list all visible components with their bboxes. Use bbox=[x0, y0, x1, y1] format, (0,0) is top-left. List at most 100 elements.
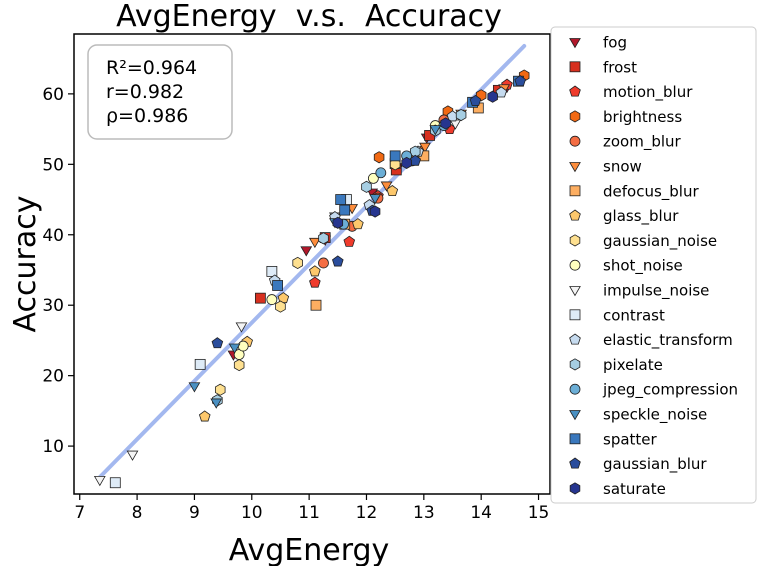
stats-box: R²=0.964 r=0.982 ρ=0.986 bbox=[87, 44, 233, 140]
x-tick-label: 8 bbox=[132, 503, 143, 523]
x-tick-label: 15 bbox=[528, 503, 550, 523]
data-point-impulse_noise bbox=[235, 322, 248, 333]
data-point-glass_blur bbox=[198, 410, 211, 422]
y-tick-label: 10 bbox=[42, 437, 64, 457]
data-point-gaussian_blur bbox=[409, 154, 422, 166]
data-point-shot_noise bbox=[266, 294, 278, 305]
data-point-gaussian_blur bbox=[514, 75, 526, 87]
plot-area bbox=[93, 43, 530, 489]
data-point-gaussian_blur bbox=[211, 337, 224, 349]
data-point-speckle_noise bbox=[429, 125, 442, 136]
data-point-frost bbox=[254, 292, 266, 304]
y-axis-ticks: 10 20 30 40 50 60 bbox=[42, 85, 74, 457]
legend-entry-saturate: saturate bbox=[569, 480, 666, 498]
data-point-impulse_noise bbox=[126, 450, 139, 461]
data-point-brightness bbox=[373, 151, 385, 164]
plot-frame bbox=[73, 33, 551, 495]
y-tick-label: 40 bbox=[42, 226, 64, 246]
data-point-gaussian_blur bbox=[469, 94, 482, 106]
legend-label-gaussian_blur: gaussian_blur bbox=[603, 455, 707, 474]
legend-marker-snow bbox=[569, 162, 581, 173]
data-point-gaussian_noise bbox=[214, 383, 226, 396]
legend-label-pixelate: pixelate bbox=[603, 356, 663, 374]
series-spatter bbox=[272, 75, 524, 291]
data-point-motion_blur bbox=[309, 276, 321, 288]
data-point-contrast bbox=[109, 477, 121, 489]
data-point-pixelate bbox=[318, 232, 329, 245]
y-tick-label: 20 bbox=[42, 367, 64, 387]
legend-entry-impulse_noise: impulse_noise bbox=[569, 282, 709, 301]
series-glass_blur bbox=[198, 184, 399, 422]
data-point-pixelate bbox=[361, 180, 372, 193]
data-point-jpeg_compression bbox=[375, 167, 387, 179]
data-point-glass_blur bbox=[309, 265, 321, 277]
data-point-snow bbox=[308, 237, 321, 249]
legend-entry-contrast: contrast bbox=[569, 306, 665, 324]
legend-entry-pixelate: pixelate bbox=[569, 356, 663, 374]
legend-marker-frost bbox=[569, 61, 581, 73]
legend-label-motion_blur: motion_blur bbox=[603, 83, 693, 102]
data-point-saturate bbox=[332, 216, 344, 229]
legend-entry-elastic_transform: elastic_transform bbox=[569, 331, 733, 350]
legend-entry-jpeg_compression: jpeg_compression bbox=[569, 381, 738, 400]
x-tick-label: 9 bbox=[189, 503, 200, 523]
data-point-spatter bbox=[389, 150, 401, 162]
legend-label-elastic_transform: elastic_transform bbox=[603, 331, 733, 350]
legend-entries: fog frost motion_blur brightness zoom_blursn… bbox=[569, 34, 738, 498]
legend-label-frost: frost bbox=[603, 58, 637, 76]
y-tick-label: 30 bbox=[42, 296, 64, 316]
data-point-glass_blur bbox=[352, 218, 364, 230]
data-point-defocus_blur bbox=[310, 299, 322, 311]
legend-entry-spatter: spatter bbox=[569, 430, 658, 448]
legend-label-glass_blur: glass_blur bbox=[603, 207, 679, 226]
data-point-saturate bbox=[369, 205, 381, 218]
x-tick-label: 11 bbox=[298, 503, 320, 523]
series-speckle_noise bbox=[188, 125, 442, 409]
legend-entry-brightness: brightness bbox=[569, 108, 682, 126]
legend-entry-speckle_noise: speckle_noise bbox=[569, 406, 707, 425]
legend-entry-snow: snow bbox=[569, 158, 642, 176]
legend-entry-glass_blur: glass_blur bbox=[569, 207, 679, 226]
data-point-shot_noise bbox=[367, 173, 379, 184]
legend-marker-zoom_blur bbox=[569, 135, 581, 147]
data-point-speckle_noise bbox=[228, 343, 241, 354]
legend-label-zoom_blur: zoom_blur bbox=[603, 133, 682, 152]
legend-label-fog: fog bbox=[603, 34, 627, 52]
data-point-snow bbox=[419, 142, 431, 154]
legend-marker-contrast bbox=[569, 309, 581, 321]
data-point-contrast bbox=[194, 358, 206, 370]
data-point-speckle_noise bbox=[369, 194, 381, 205]
data-point-speckle_noise bbox=[188, 382, 201, 393]
data-point-spatter bbox=[272, 280, 283, 291]
data-point-glass_blur bbox=[386, 184, 399, 197]
x-tick-label: 14 bbox=[470, 503, 492, 523]
legend-frame bbox=[550, 26, 757, 504]
legend-entry-gaussian_blur: gaussian_blur bbox=[569, 455, 707, 474]
legend-marker-defocus_blur bbox=[569, 185, 581, 197]
data-point-pixelate bbox=[455, 108, 467, 122]
legend-marker-glass_blur bbox=[569, 209, 581, 221]
series-defocus_blur bbox=[310, 102, 484, 311]
series-fog bbox=[227, 82, 513, 361]
data-point-elastic_transform bbox=[495, 86, 508, 98]
legend-label-speckle_noise: speckle_noise bbox=[603, 406, 707, 425]
data-point-saturate bbox=[487, 90, 498, 103]
legend-label-brightness: brightness bbox=[603, 108, 682, 126]
data-point-contrast bbox=[266, 265, 278, 277]
legend: fog frost motion_blur brightness zoom_blursn… bbox=[550, 26, 757, 504]
legend-label-snow: snow bbox=[603, 158, 642, 176]
data-point-fog bbox=[300, 246, 313, 257]
legend-label-spatter: spatter bbox=[603, 430, 658, 448]
legend-marker-fog bbox=[569, 38, 581, 49]
x-tick-label: 13 bbox=[413, 503, 435, 523]
legend-entry-defocus_blur: defocus_blur bbox=[569, 182, 699, 201]
legend-label-jpeg_compression: jpeg_compression bbox=[602, 381, 738, 400]
legend-label-saturate: saturate bbox=[603, 480, 666, 498]
legend-marker-gaussian_noise bbox=[569, 234, 581, 247]
legend-marker-brightness bbox=[569, 110, 581, 123]
stat-r-squared: R²=0.964 bbox=[106, 57, 197, 79]
legend-entry-shot_noise: shot_noise bbox=[569, 257, 683, 276]
y-tick-label: 50 bbox=[42, 155, 64, 175]
series-saturate bbox=[332, 90, 498, 229]
